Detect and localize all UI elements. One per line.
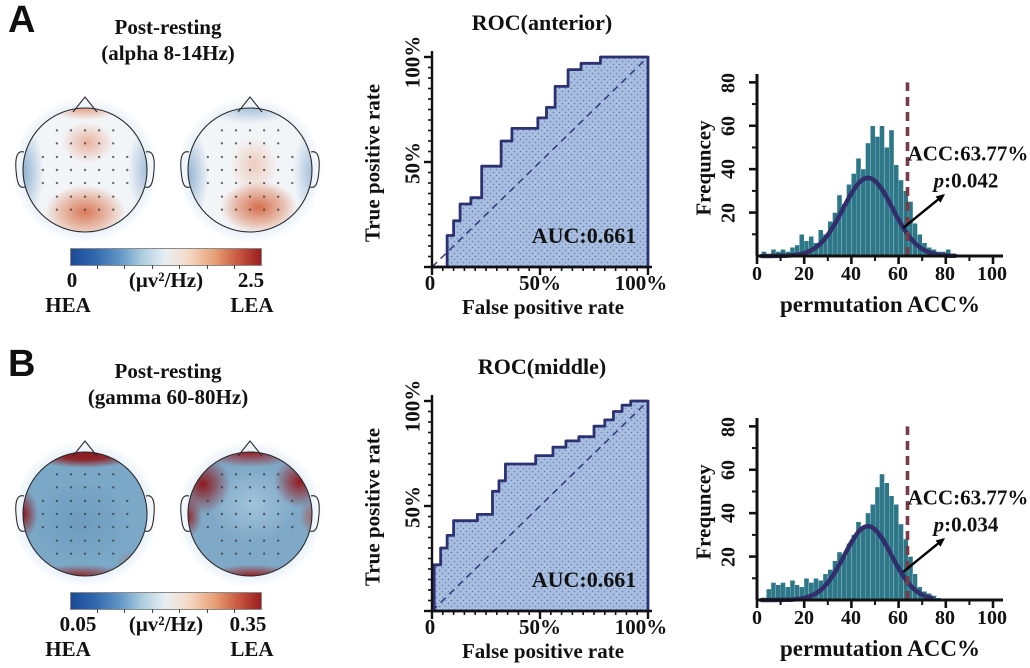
head-outline [15, 96, 155, 233]
p-value-annotation: p:0.034 [934, 513, 999, 538]
hist-ytick-20: 20 [717, 203, 740, 223]
hist-xtick-20: 20 [794, 607, 814, 629]
topo-title: Post-resting (alpha 8-14Hz) [10, 14, 326, 66]
hist-xtick-100: 100 [977, 263, 1007, 285]
colorbar-ticks [70, 265, 262, 269]
group-label-hea: HEA [45, 637, 91, 661]
hist-ytick-20: 20 [717, 547, 740, 567]
electrode-dots [41, 473, 129, 555]
accuracy-annotation: ACC:63.77% [907, 485, 1029, 510]
roc-xtick-0: 0 [424, 615, 436, 639]
accuracy-annotation: ACC:63.77% [907, 141, 1029, 166]
group-label-lea: LEA [230, 637, 274, 661]
hist-ytick-60: 60 [717, 116, 740, 136]
panel-label-a: A [8, 0, 36, 41]
topo-title-line2: (alpha 8-14Hz) [101, 41, 235, 65]
group-label-hea: HEA [45, 293, 91, 317]
roc-xtick-50: 50% [519, 271, 561, 295]
p-symbol: p [933, 512, 945, 537]
topomap-lea [175, 439, 325, 589]
p-value: :0.042 [944, 168, 999, 193]
colorbar [70, 248, 262, 266]
panel-label-b: B [8, 343, 36, 385]
hist-xtick-40: 40 [841, 607, 861, 629]
auc-value: AUC:0.661 [531, 223, 637, 248]
head-outline [180, 440, 320, 577]
colorbar-min: 0.05 [59, 612, 97, 636]
hist-y-axis-label: Frequncey [691, 464, 716, 560]
topo-title-line1: Post-resting [114, 359, 222, 383]
roc-xtick-0: 0 [424, 271, 436, 295]
roc-x-axis-label: False positive rate [461, 295, 625, 319]
hist-x-axis-label: permutation ACC% [780, 636, 980, 661]
roc-xtick-100: 100% [614, 615, 668, 639]
panel-a: A Post-resting (alpha 8-14Hz) [8, 0, 1029, 319]
hist-xtick-0: 0 [752, 263, 762, 285]
hist-xtick-40: 40 [841, 263, 861, 285]
permutation-histogram [749, 74, 1003, 264]
electrode-dots [206, 129, 294, 211]
hist-xtick-80: 80 [935, 263, 955, 285]
topo-title-line2: (gamma 60-80Hz) [87, 385, 249, 409]
p-value-annotation: p:0.042 [934, 169, 999, 194]
panel-b: B Post-resting (gamma 60-80Hz) [0, 334, 1030, 668]
roc-title: ROC(anterior) [471, 10, 613, 35]
auc-value: AUC:0.661 [531, 567, 637, 592]
group-label-lea: LEA [230, 293, 274, 317]
hist-xtick-0: 0 [752, 607, 762, 629]
roc-xtick-50: 50% [519, 615, 561, 639]
roc-x-axis-label: False positive rate [461, 639, 625, 663]
hist-xtick-60: 60 [888, 263, 908, 285]
permutation-histogram [749, 418, 1003, 608]
roc-y-axis-label: True positive rate [360, 83, 385, 243]
hist-xtick-60: 60 [888, 607, 908, 629]
colorbar [70, 592, 262, 610]
p-value: :0.034 [944, 512, 999, 537]
electrode-dots [41, 129, 129, 211]
hist-xtick-100: 100 [977, 607, 1007, 629]
roc-plot [424, 395, 652, 619]
hist-y-axis-label: Frequncey [691, 120, 716, 216]
topo-title: Post-resting (gamma 60-80Hz) [10, 358, 326, 410]
roc-y-axis-label: True positive rate [360, 427, 385, 587]
head-outline [15, 440, 155, 577]
topo-title-line1: Post-resting [114, 15, 222, 39]
colorbar-units: (μv²/Hz) [128, 612, 204, 636]
colorbar-min: 0 [66, 268, 78, 292]
hist-ytick-80: 80 [717, 73, 740, 93]
electrode-dots [206, 473, 294, 555]
head-outline [180, 96, 320, 233]
topomap-lea [175, 95, 325, 245]
colorbar-max: 0.35 [229, 612, 267, 636]
topomap-hea [10, 439, 160, 589]
hist-x-axis-label: permutation ACC% [780, 292, 980, 317]
hist-ytick-80: 80 [717, 417, 740, 437]
roc-xtick-100: 100% [614, 271, 668, 295]
colorbar-units: (μv²/Hz) [128, 268, 204, 292]
p-symbol: p [933, 168, 945, 193]
colorbar-max: 2.5 [237, 268, 265, 292]
hist-ytick-40: 40 [717, 503, 740, 523]
hist-ytick-60: 60 [717, 460, 740, 480]
hist-xtick-20: 20 [794, 263, 814, 285]
roc-plot [424, 51, 652, 275]
colorbar-ticks [70, 609, 262, 613]
topomap-hea [10, 95, 160, 245]
roc-title: ROC(middle) [477, 354, 607, 379]
hist-ytick-40: 40 [717, 159, 740, 179]
hist-xtick-80: 80 [935, 607, 955, 629]
